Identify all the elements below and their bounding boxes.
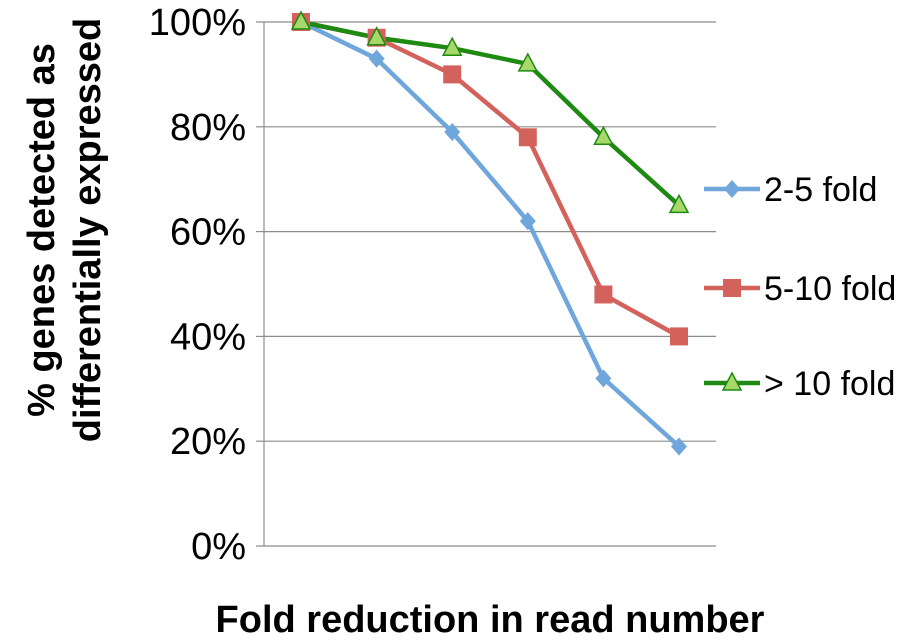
data-point-series-1 [519, 212, 536, 231]
data-point-series-1 [444, 123, 461, 142]
data-point-series-2 [518, 128, 537, 147]
data-point-series-3 [366, 26, 387, 46]
data-point-series-2 [670, 327, 688, 346]
legend-marker-1 [724, 180, 740, 198]
axes [256, 21, 716, 547]
x-axis-title: Fold reduction in read number [216, 599, 765, 641]
data-point-series-1 [671, 437, 687, 456]
y-tick-label: 0% [191, 526, 246, 568]
data-point-series-3 [668, 193, 690, 214]
legend: 2-5 fold 5-10 fold > 10 fold [704, 171, 896, 403]
data-point-series-3 [517, 52, 539, 72]
series-lines [300, 19, 681, 449]
data-point-series-3 [290, 10, 312, 30]
series-line-3 [300, 19, 681, 208]
series-markers [290, 10, 690, 456]
y-tick-label: 60% [170, 212, 246, 254]
legend-label-3: > 10 fold [764, 365, 895, 403]
data-point-series-3 [593, 125, 614, 146]
legend-label-1: 2-5 fold [764, 171, 877, 209]
data-point-series-1 [368, 49, 385, 68]
y-tick-label: 80% [170, 107, 246, 149]
data-point-series-3 [441, 36, 463, 56]
legend-marker-2 [723, 279, 741, 297]
legend-marker-3 [721, 371, 743, 391]
legend-label-2: 5-10 fold [764, 270, 896, 308]
data-point-series-2 [443, 65, 462, 84]
series-line-1 [300, 19, 681, 449]
y-tick-label: 40% [170, 316, 246, 358]
data-point-series-2 [594, 285, 613, 304]
gridlines [264, 21, 716, 442]
y-axis-title-line-1: % genes detected as [21, 43, 63, 417]
data-point-series-1 [595, 369, 612, 388]
y-tick-label: 100% [149, 2, 246, 44]
y-axis-title-line-2: differentially expressed [67, 18, 109, 443]
y-tick-labels: 0% 20% 40% 60% 80% 100% [149, 2, 246, 568]
y-tick-label: 20% [170, 421, 246, 463]
